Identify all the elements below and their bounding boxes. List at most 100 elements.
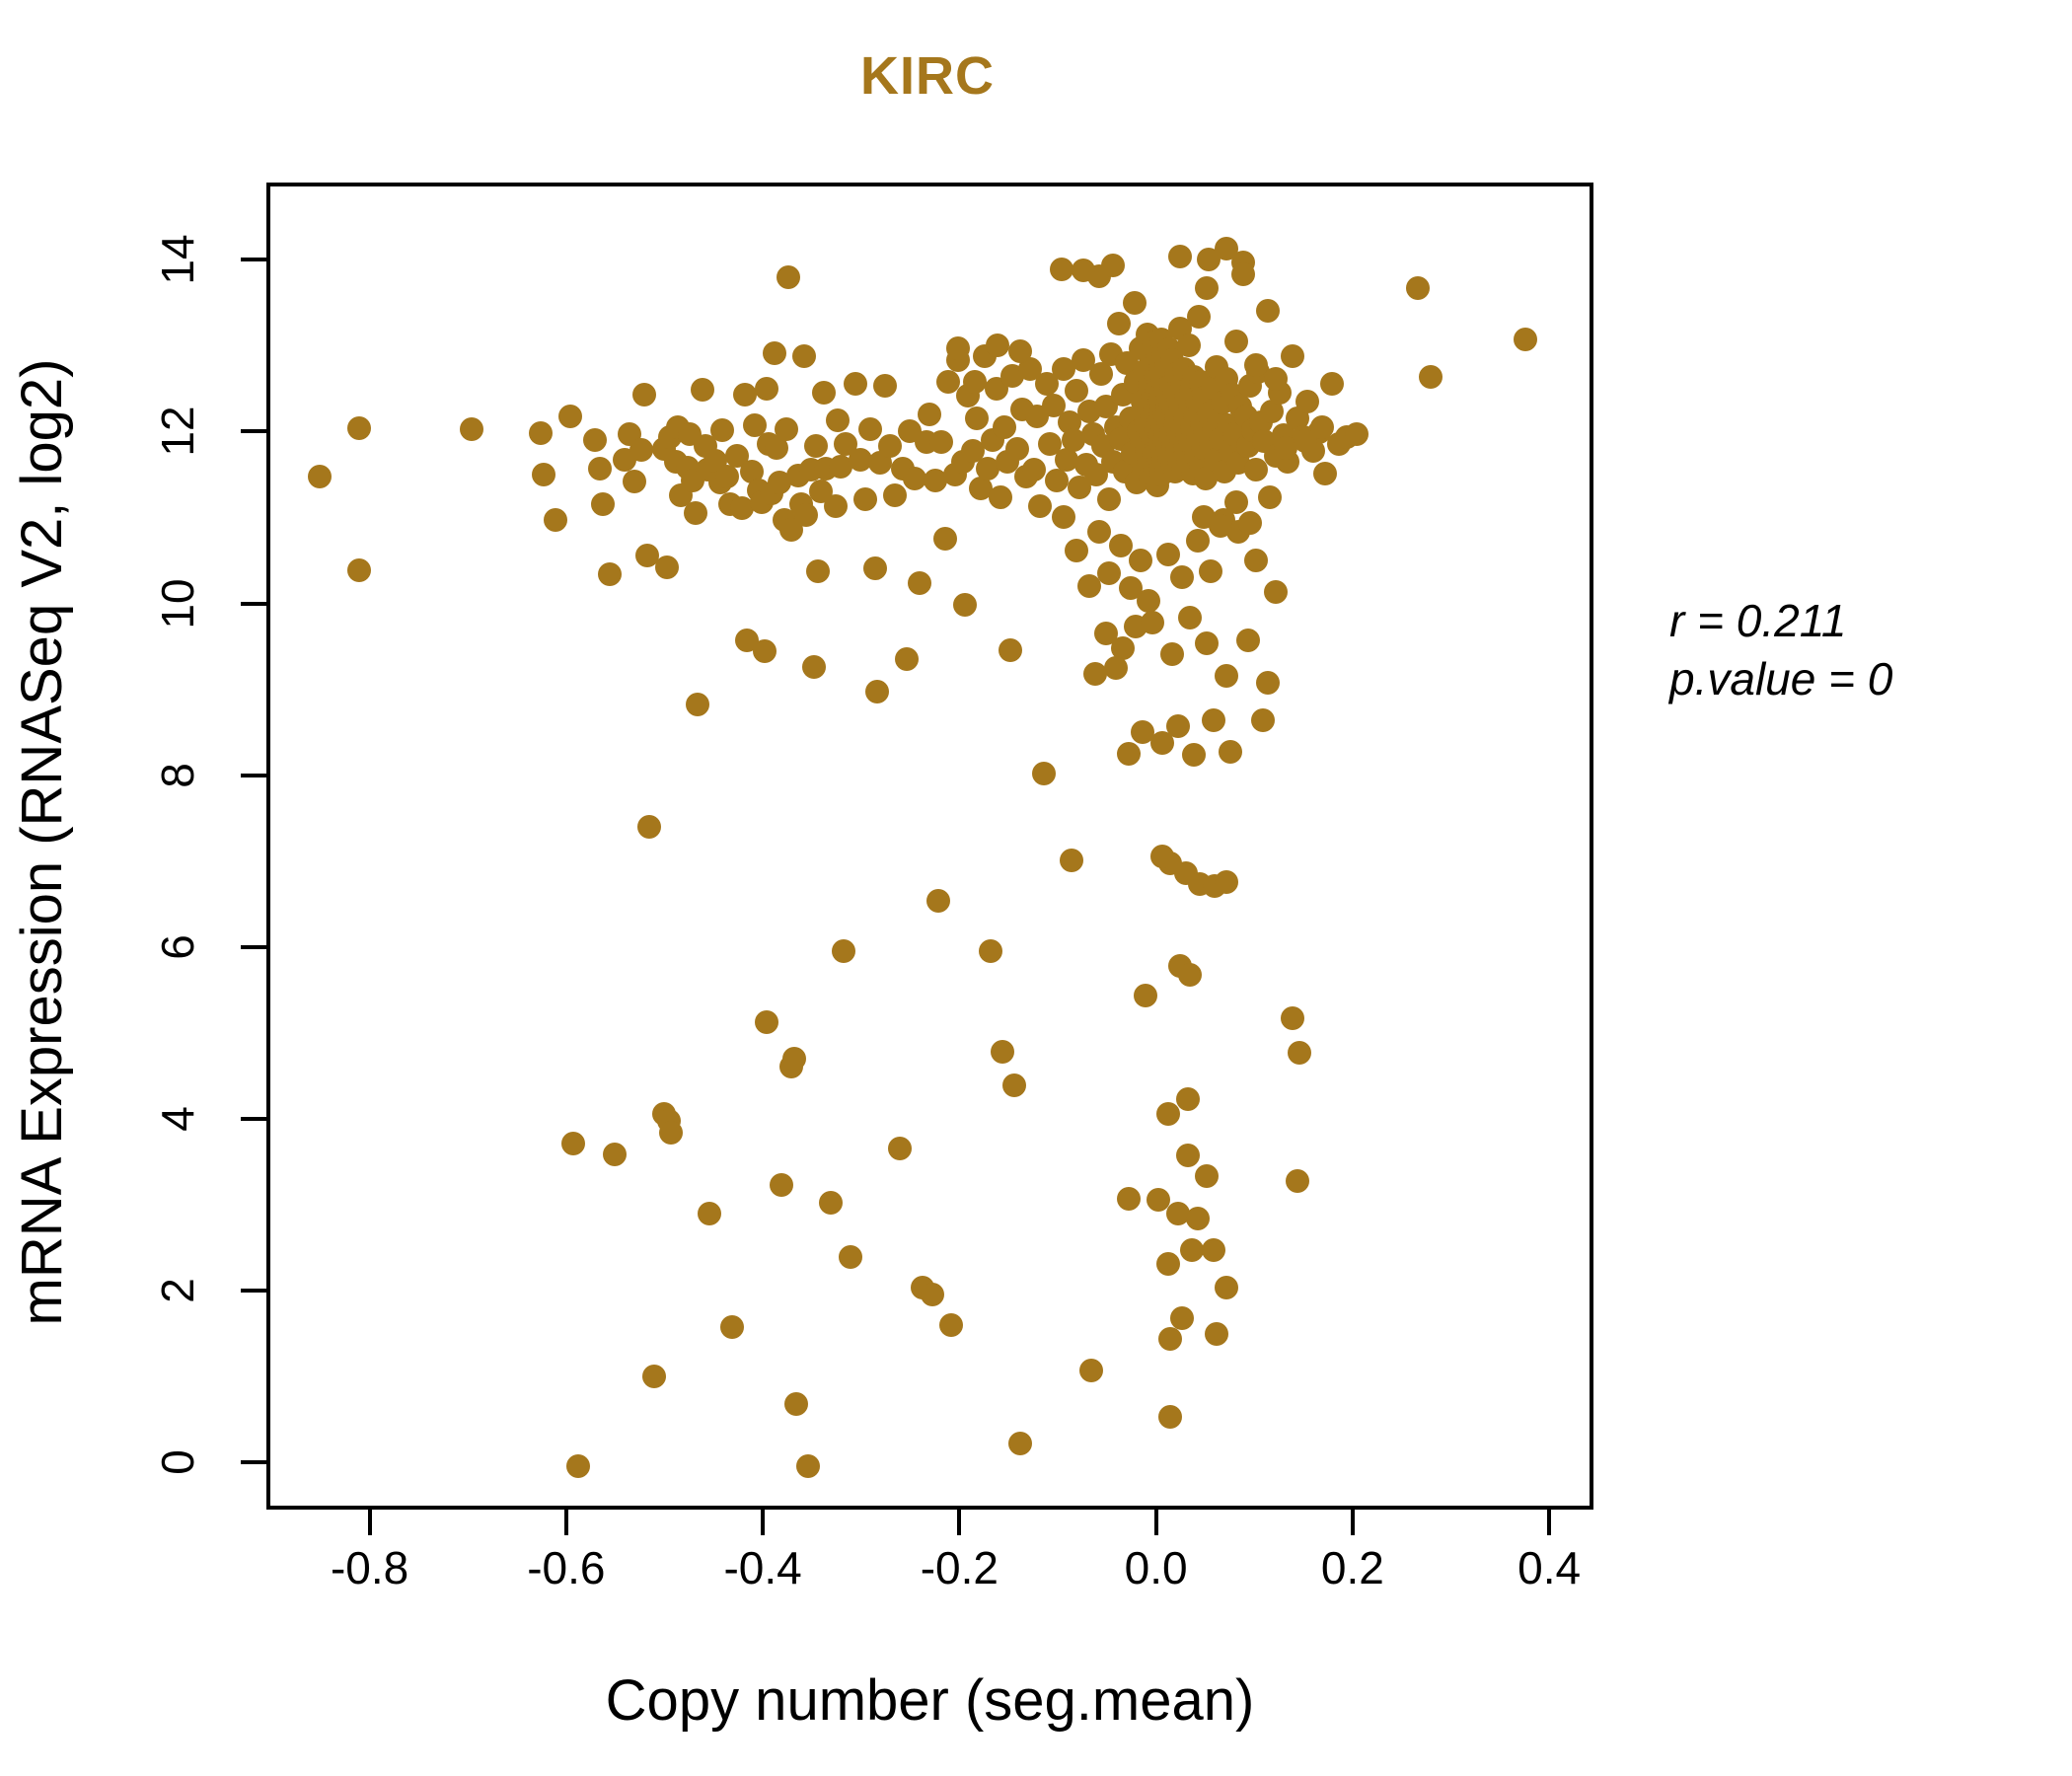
scatter-point [1005,436,1030,461]
scatter-point [1175,1086,1200,1111]
scatter-point [882,483,907,508]
scatter-point [993,414,1017,439]
scatter-point [953,592,978,617]
scatter-point [1181,743,1206,768]
scatter-points-layer [270,186,1590,1506]
scatter-point [1202,708,1226,733]
x-axis-tick [1153,1510,1158,1535]
scatter-point [1116,741,1141,766]
scatter-point [1199,559,1223,583]
scatter-point [1136,588,1160,613]
scatter-point [872,373,897,398]
scatter-point [710,418,735,443]
scatter-point [460,416,484,441]
scatter-point [1238,511,1263,536]
scatter-point [1064,379,1088,404]
y-axis-tick [241,601,266,606]
scatter-point [770,1173,794,1198]
scatter-point [1179,1237,1204,1262]
scatter-point [631,382,656,407]
scatter-point [1175,1143,1200,1167]
scatter-point [1264,579,1289,604]
scatter-point [1169,1306,1194,1331]
pvalue-value: p.value = 0 [1669,652,1893,704]
scatter-point [1076,573,1101,598]
scatter-point [755,1010,779,1035]
scatter-point [1116,1186,1141,1211]
scatter-point [1133,984,1157,1008]
scatter-point [1251,708,1276,733]
scatter-point [1157,1404,1182,1429]
scatter-point [823,493,848,518]
scatter-point [1167,245,1192,269]
scatter-point [1185,1207,1210,1231]
scatter-point [795,1454,820,1479]
scatter-point [1149,731,1174,756]
scatter-point [1344,421,1369,446]
scatter-point [991,1039,1015,1064]
scatter-point [755,376,779,401]
scatter-point [641,1364,666,1388]
scatter-point [933,526,958,551]
scatter-point [1231,261,1256,286]
scatter-point [1224,490,1249,515]
y-axis-tick-label: 10 [152,577,203,629]
scatter-point [1045,468,1070,492]
scatter-point [979,938,1003,963]
scatter-point [1256,671,1281,696]
scatter-point [1140,611,1164,635]
scatter-point [1177,606,1202,630]
y-axis-title: mRNA Expression (RNASeq V2, log2) [10,358,74,1326]
y-axis-tick [241,1460,266,1465]
x-axis-tick [563,1510,568,1535]
y-axis-tick-label: 4 [152,1106,203,1132]
scatter-point [1146,1188,1170,1213]
x-axis-tick [761,1510,766,1535]
y-axis-tick [241,944,266,949]
scatter-point [926,889,951,914]
scatter-point [1176,333,1201,358]
scatter-point [894,646,919,671]
y-axis-tick-label: 6 [152,933,203,960]
scatter-point [659,1121,684,1146]
scatter-point [636,815,661,840]
scatter-point [560,1131,585,1155]
scatter-point [1052,505,1075,530]
scatter-point [1195,275,1220,300]
scatter-point [1086,519,1111,544]
x-axis-tick-label: -0.8 [330,1542,409,1593]
scatter-point [805,559,830,583]
scatter-point [753,638,777,663]
scatter-point [877,433,902,458]
scatter-point [917,402,941,426]
scatter-point [999,638,1023,663]
x-axis-tick-label: 0.4 [1517,1542,1582,1593]
scatter-point [791,344,816,369]
x-axis-tick [1350,1510,1355,1535]
scatter-point [1002,1073,1027,1098]
scatter-point [1096,560,1121,585]
scatter-point [803,433,828,458]
scatter-point [582,427,607,452]
scatter-point [715,465,740,489]
scatter-point [801,654,826,679]
scatter-point [1155,542,1180,566]
scatter-point [597,562,622,587]
y-axis-tick-label: 8 [152,762,203,788]
stats-annotation: r = 0.211 p.value = 0 [1669,592,1892,708]
scatter-point [1100,254,1125,278]
y-axis-tick-label: 2 [152,1278,203,1303]
y-axis-tick [241,773,266,777]
scatter-point [698,1202,722,1226]
scatter-point [838,1244,862,1269]
scatter-point [864,679,889,703]
scatter-point [1050,258,1074,282]
scatter-point [1219,739,1243,764]
scatter-point [720,1315,745,1340]
scatter-point [1195,1163,1220,1188]
scatter-point [1244,458,1269,482]
scatter-point [986,333,1010,358]
scatter-point [1071,259,1095,283]
scatter-point [1082,662,1107,687]
scatter-point [1008,1432,1033,1456]
